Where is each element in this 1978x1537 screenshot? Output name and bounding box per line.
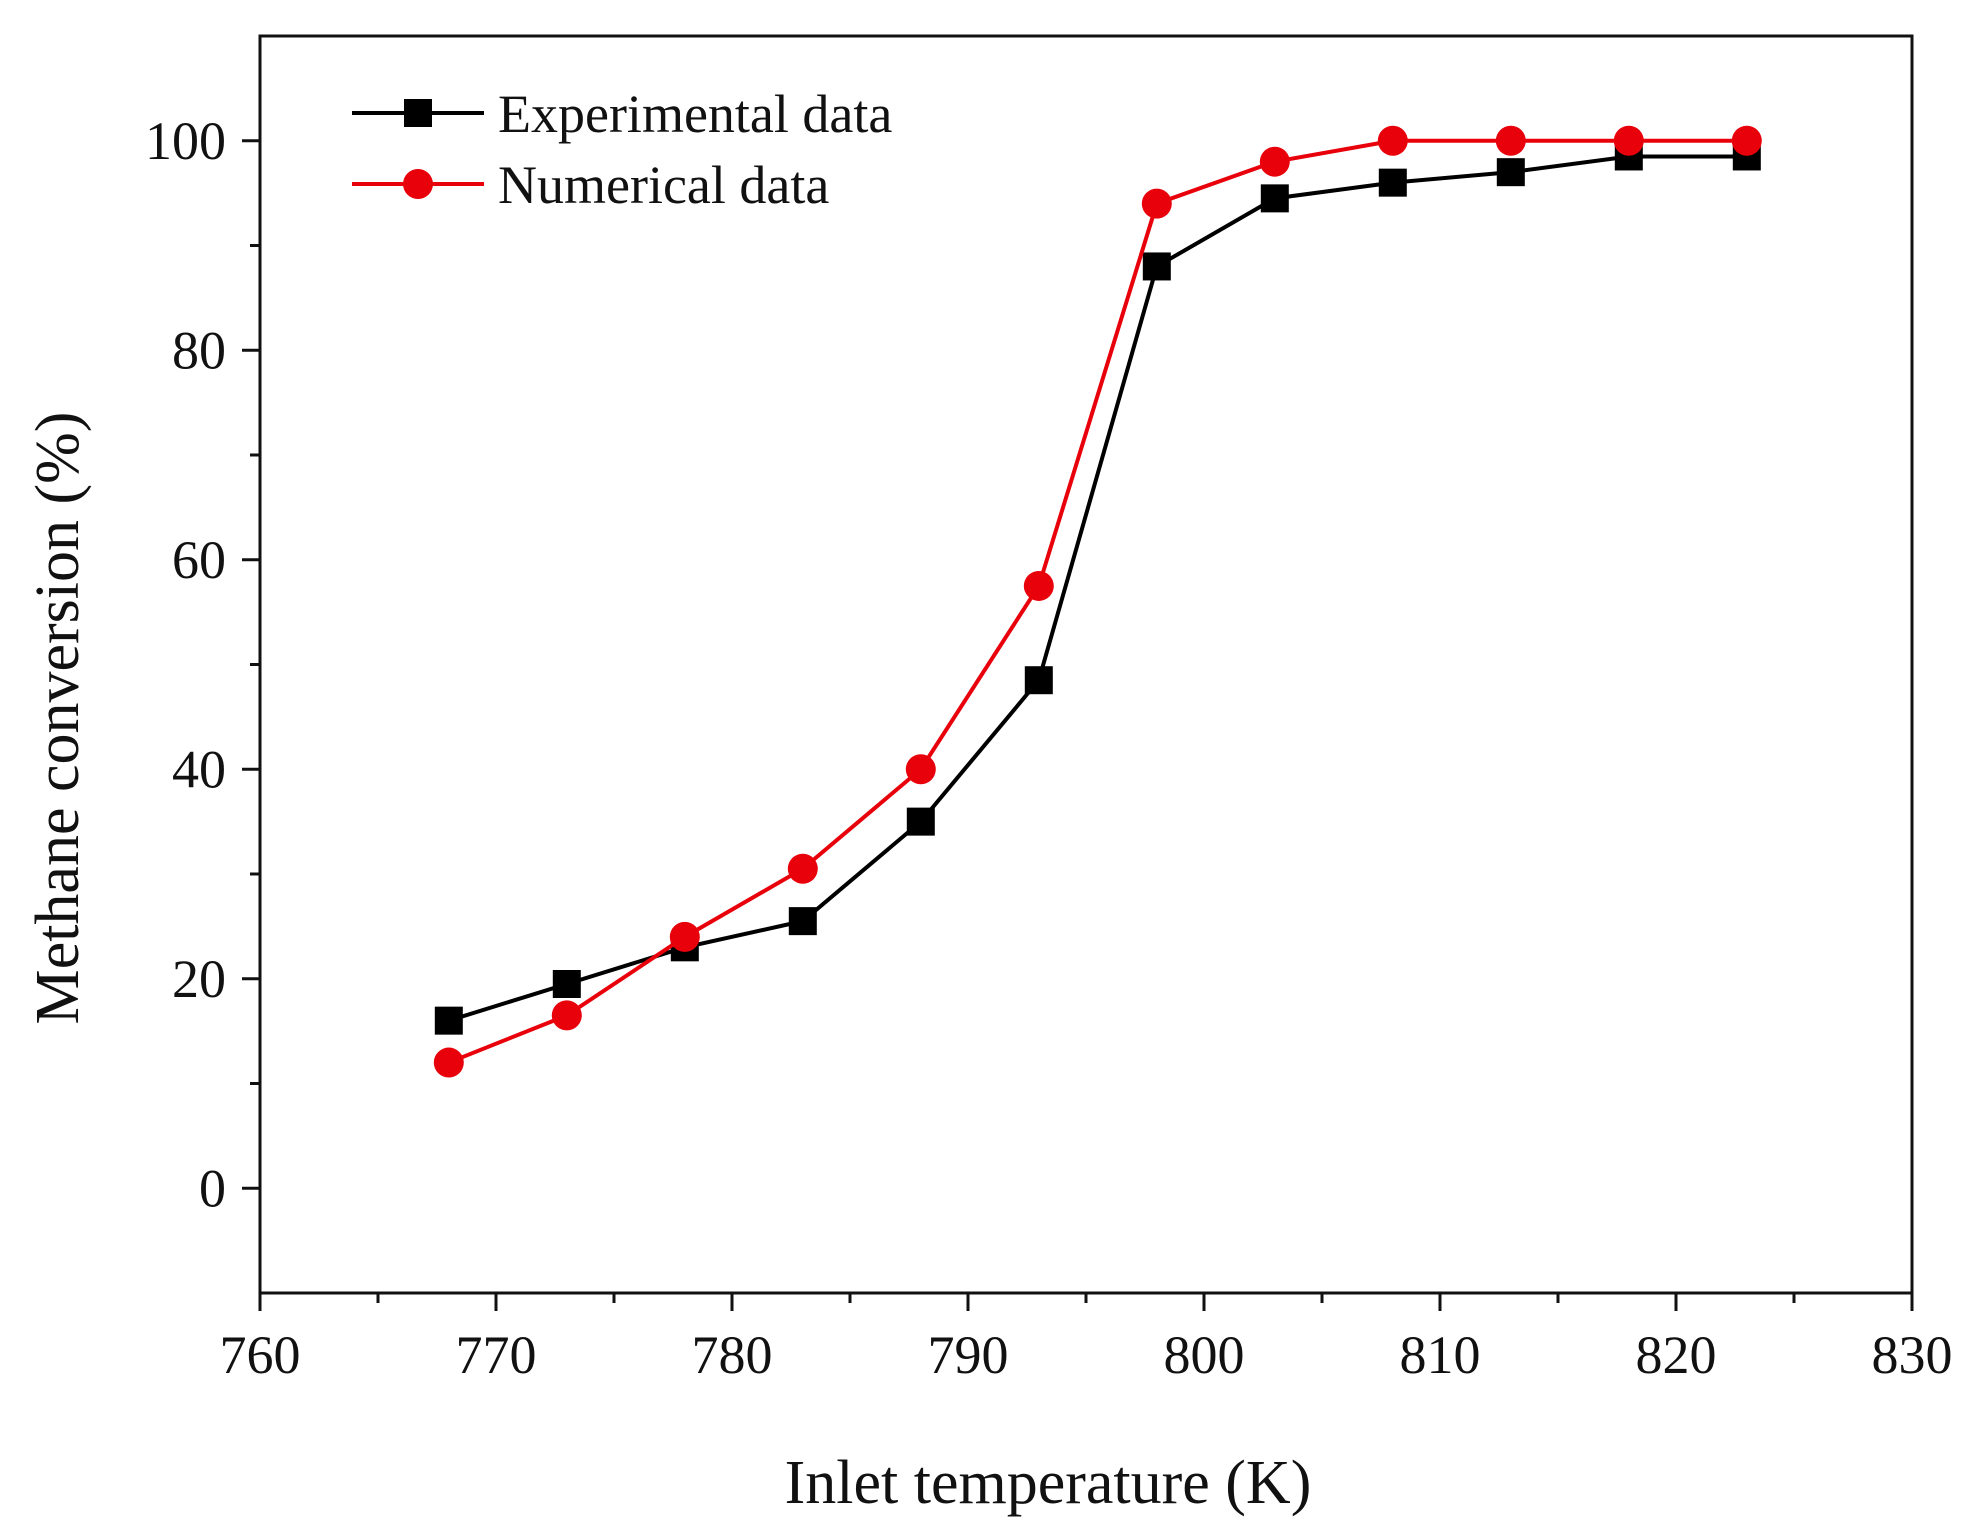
data-point [1023, 570, 1054, 601]
data-point [1024, 666, 1053, 695]
data-point [669, 921, 700, 952]
data-point [1142, 252, 1171, 281]
data-point [1495, 125, 1526, 156]
data-point [1141, 188, 1172, 219]
series-experimental [434, 142, 1761, 1035]
data-point [1260, 184, 1289, 213]
y-tick-label: 80 [172, 320, 226, 380]
x-tick-label: 820 [1636, 1325, 1717, 1385]
x-tick-label: 770 [456, 1325, 537, 1385]
series-line [448, 138, 1747, 1065]
data-point [787, 853, 818, 884]
series-numerical [433, 125, 1762, 1078]
data-point [1377, 125, 1408, 156]
legend-label-experimental: Experimental data [498, 84, 892, 144]
plot-frame [258, 34, 1914, 1295]
data-point [552, 969, 581, 998]
axis-ticks [242, 139, 1914, 1311]
data-point [1731, 125, 1762, 156]
y-tick-label: 0 [199, 1158, 226, 1218]
data-point [1496, 158, 1525, 187]
data-point [788, 907, 817, 936]
data-point [434, 1006, 463, 1035]
plot-frame [258, 34, 1914, 1295]
y-tick-label: 100 [145, 111, 226, 171]
x-tick-label: 780 [692, 1325, 773, 1385]
series-group [433, 125, 1762, 1078]
x-tick-label: 790 [928, 1325, 1009, 1385]
legend-marker-experimental [404, 99, 432, 127]
data-point [1613, 125, 1644, 156]
y-tick-label: 60 [172, 530, 226, 590]
data-point [1378, 168, 1407, 197]
x-tick-label: 800 [1164, 1325, 1245, 1385]
y-tick-label: 40 [172, 739, 226, 799]
data-point [1259, 146, 1290, 177]
tick-labels: 760 770 780 790 800 810 820 830 0 20 40 60 80 100 [145, 111, 1953, 1385]
data-point [906, 807, 935, 836]
x-tick-label: 760 [220, 1325, 301, 1385]
legend-marker-numerical [403, 169, 433, 199]
y-axis-title: Methane conversion (%) [24, 412, 92, 1025]
series-line [448, 154, 1747, 1023]
data-point [551, 1000, 582, 1031]
data-point [905, 754, 936, 785]
x-tick-label: 810 [1400, 1325, 1481, 1385]
y-tick-label: 20 [172, 949, 226, 1009]
x-tick-label: 830 [1872, 1325, 1953, 1385]
legend-label-numerical: Numerical data [498, 155, 829, 215]
data-point [433, 1047, 464, 1078]
legend: Experimental data Numerical data [352, 84, 892, 215]
x-axis-title: Inlet temperature (K) [785, 1449, 1312, 1517]
